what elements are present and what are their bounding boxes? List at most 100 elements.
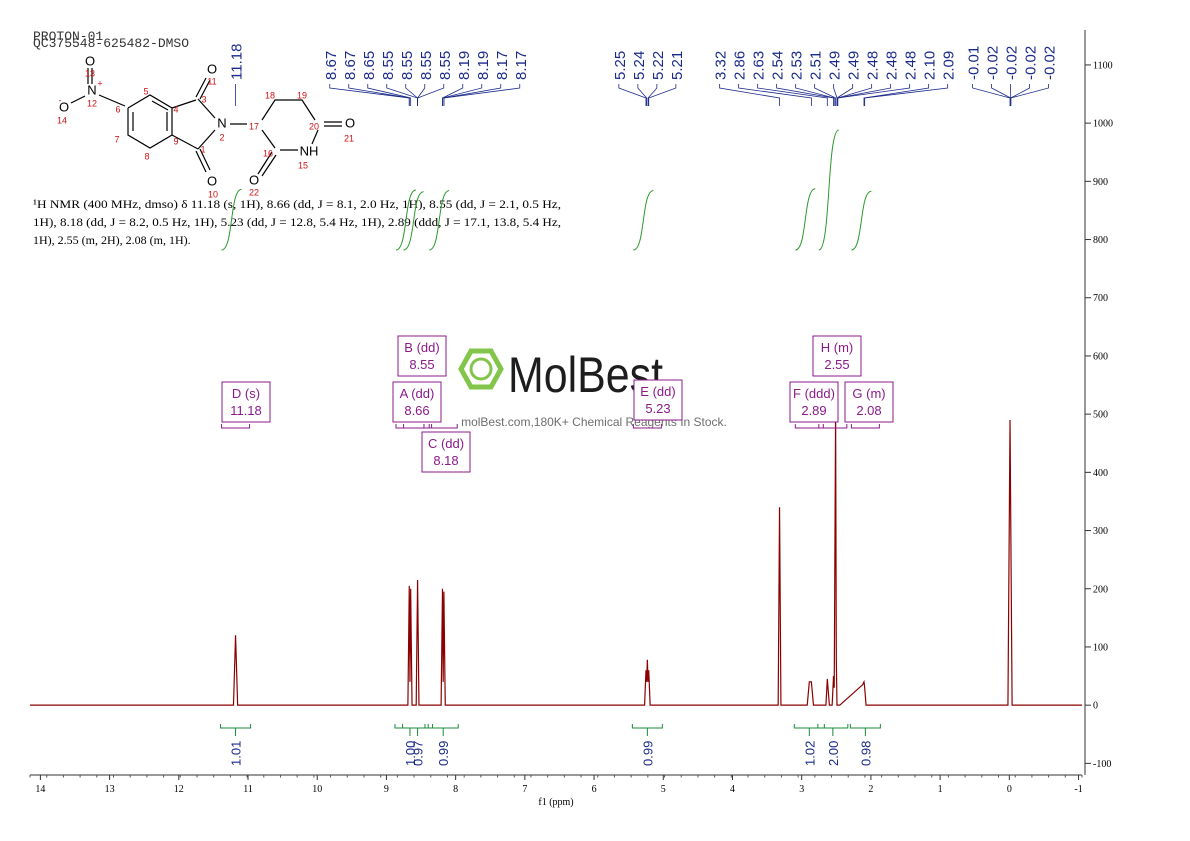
atom-label: 5 [143, 86, 148, 96]
chart-title: PROTON-01 [33, 29, 103, 44]
multiplet-shift: 2.08 [856, 403, 881, 418]
x-axis-label: f1 (ppm) [538, 797, 573, 808]
x-tick-label: 5 [661, 784, 666, 795]
peak-label: 8.67 [323, 51, 340, 80]
multiplet-shift: 8.66 [404, 403, 429, 418]
peak-label: 5.22 [650, 51, 667, 80]
y-tick-label: 800 [1093, 235, 1108, 246]
chart-subtitle: QC375548-625482-DMSO [33, 36, 189, 51]
integral-label: 1.00 [403, 741, 418, 766]
integral-label: 0.97 [411, 741, 426, 766]
multiplet-range [794, 424, 824, 429]
multiplet-shift: 8.18 [433, 453, 458, 468]
peak-connector [719, 84, 780, 106]
multiplet-box [397, 335, 447, 377]
atom-label: 4 [173, 104, 178, 114]
atom-label: 3 [201, 94, 206, 104]
multiplet-name: G (m) [852, 386, 885, 401]
atom-label: N [87, 82, 96, 97]
peak-label: 8.17 [494, 51, 511, 80]
peak-label: 2.53 [789, 51, 806, 80]
watermark-text: molBest.com,180K+ Chemical Reagents In S… [461, 415, 727, 429]
atom-label: 6 [115, 104, 120, 114]
x-tick-label: 12 [174, 784, 184, 795]
description-line: 1H), 2.55 (m, 2H), 2.08 (m, 1H). [33, 233, 191, 247]
multiplet-box [633, 379, 683, 421]
peak-label: 8.19 [456, 51, 473, 80]
atom-label: + [97, 78, 102, 88]
peak-connector [795, 84, 835, 106]
y-tick-label: 100 [1093, 642, 1108, 653]
peak-label: -0.02 [985, 46, 1002, 80]
atom-label: O [59, 99, 69, 114]
multiplet-range [850, 424, 880, 429]
atom-label: 14 [57, 115, 67, 125]
logo-ring [469, 357, 493, 381]
multiplet-name: D (s) [232, 386, 260, 401]
multiplet-name: C (dd) [428, 436, 464, 451]
multiplet-box [421, 431, 471, 473]
integral-curve [395, 189, 417, 251]
multiplet-box [789, 381, 839, 423]
peak-label: 8.19 [475, 51, 492, 80]
multiplet-range [221, 424, 251, 429]
atom-label: 2 [219, 132, 224, 142]
peak-label: 2.49 [846, 51, 863, 80]
y-tick-label: 1000 [1093, 119, 1113, 130]
peak-label: 11.18 [229, 44, 246, 80]
atom-label: O [207, 61, 217, 76]
integral-label: 2.00 [826, 741, 841, 766]
bonds [70, 68, 342, 177]
atom-label: N [217, 115, 226, 130]
peak-connector [648, 84, 677, 106]
multiplet-box [392, 381, 442, 423]
y-tick-label: 300 [1093, 526, 1108, 537]
y-tick-label: 600 [1093, 351, 1108, 362]
atom-label: 20 [309, 121, 319, 131]
x-tick-label: -1 [1074, 784, 1082, 795]
atom-label: 15 [298, 160, 308, 170]
x-tick-label: 2 [868, 784, 873, 795]
description-line: ¹H NMR (400 MHz, dmso) δ 11.18 (s, 1H), … [33, 197, 561, 211]
atom-label: 18 [265, 90, 275, 100]
y-tick-label: -100 [1093, 759, 1111, 770]
y-tick-label: 700 [1093, 293, 1108, 304]
multiplet-range [428, 424, 458, 429]
peak-connector [618, 84, 647, 106]
multiplet-range [403, 424, 433, 429]
y-tick-label: 200 [1093, 584, 1108, 595]
x-tick-label: 7 [522, 784, 527, 795]
peak-label: 8.55 [399, 51, 416, 80]
multiplet-range [818, 424, 848, 429]
peak-connector [1010, 84, 1049, 106]
peak-label: 8.67 [342, 51, 359, 80]
atom-label: O [85, 53, 95, 68]
integral-curve [818, 129, 840, 251]
integral-label: 0.98 [858, 741, 873, 766]
logo-hexagon [458, 348, 504, 390]
atom-label: 1 [200, 144, 205, 154]
integral-label: 1.01 [229, 741, 244, 766]
peak-label: -0.02 [1023, 46, 1040, 80]
x-tick-label: 8 [453, 784, 458, 795]
integral-curve [221, 188, 242, 251]
x-tick-label: 10 [312, 784, 322, 795]
multiplet-name: E (dd) [640, 384, 675, 399]
peak-label: 8.65 [361, 51, 378, 80]
x-tick-label: 1 [938, 784, 943, 795]
peak-connector [348, 84, 410, 106]
multiplet-range [632, 424, 662, 429]
integral-curve [428, 190, 450, 251]
description-line: 1H), 8.18 (dd, J = 8.2, 0.5 Hz, 1H), 5.2… [33, 215, 561, 229]
peak-connector [647, 84, 658, 106]
peak-label: 2.48 [903, 51, 920, 80]
multiplet-shift: 2.89 [801, 403, 826, 418]
peak-label: 2.51 [808, 51, 825, 80]
integral-curve [851, 190, 872, 251]
x-tick-label: 0 [1007, 784, 1012, 795]
multiplet-shift: 8.55 [409, 357, 434, 372]
y-tick-label: 900 [1093, 177, 1108, 188]
